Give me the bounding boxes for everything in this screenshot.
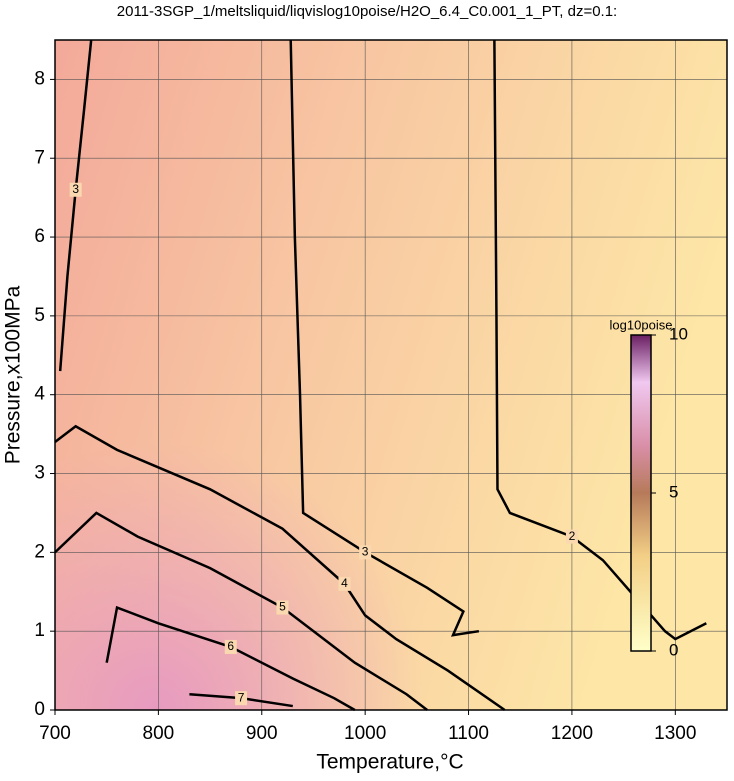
contour-label: 2 — [569, 529, 576, 543]
x-tick-label: 1300 — [654, 723, 696, 744]
x-tick-label: 1200 — [551, 723, 593, 744]
contour-label: 3 — [362, 545, 369, 559]
colorbar-tick-label: 5 — [669, 482, 678, 501]
y-tick-label: 4 — [34, 384, 45, 405]
contour-label: 6 — [227, 639, 234, 653]
x-tick-label: 700 — [39, 723, 71, 744]
x-axis-label: Temperature,°C — [316, 751, 463, 774]
y-tick-label: 5 — [34, 305, 45, 326]
y-tick-label: 2 — [34, 541, 45, 562]
y-tick-label: 0 — [34, 699, 45, 720]
x-tick-label: 800 — [143, 723, 175, 744]
colorbar-tick-label: 10 — [669, 324, 688, 343]
colorbar-label: log10poise — [610, 317, 673, 332]
contour-label-bg — [276, 600, 289, 615]
contour-line — [54, 424, 506, 712]
contour-label-bg — [359, 545, 372, 560]
contour-label-bg — [338, 576, 351, 591]
contour-line — [54, 511, 428, 711]
y-tick-label: 3 — [34, 463, 45, 484]
contour-label: 3 — [72, 182, 79, 196]
y-tick-label: 6 — [34, 226, 45, 247]
contour-label: 5 — [279, 600, 286, 614]
contour-label-bg — [69, 182, 82, 197]
chart-title: 2011-3SGP_1/meltsliquid/liqvislog10poise… — [117, 3, 617, 20]
contour-label: 4 — [341, 576, 348, 590]
x-tick-label: 900 — [246, 723, 278, 744]
x-tick-label: 1000 — [344, 723, 386, 744]
contour-label-bg — [235, 691, 248, 706]
colorbar — [630, 334, 652, 652]
y-tick-label: 7 — [34, 147, 45, 168]
y-tick-label: 1 — [34, 620, 45, 641]
plot-frame — [54, 39, 728, 711]
contour-label-bg — [224, 639, 237, 654]
x-tick-label: 1100 — [448, 723, 489, 744]
y-axis-label: Pressure,x100MPa — [2, 285, 25, 464]
contour-label: 7 — [238, 690, 245, 704]
y-tick-label: 8 — [34, 68, 45, 89]
colorbar-tick-label: 0 — [669, 640, 678, 659]
contour-label-bg — [565, 529, 578, 544]
plot-shading — [55, 40, 727, 710]
